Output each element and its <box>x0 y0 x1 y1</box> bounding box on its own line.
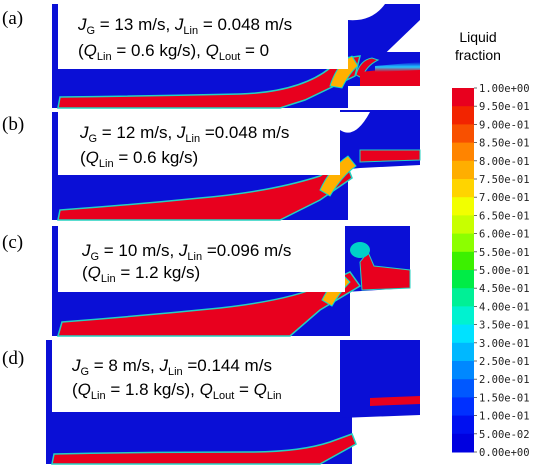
colorbar-tick-label: 6.50e-01 <box>479 210 530 222</box>
colorbar-swatch <box>452 215 474 235</box>
colorbar-tick-label: 7.50e-01 <box>479 174 530 186</box>
panel-label-d: (d) <box>2 348 24 369</box>
panel-c: (c) JG = 10 m/s, JLin =0.096 m/s (QLin =… <box>2 226 411 337</box>
panel-a-line2: (QLin = 0.6 kg/s), QLout = 0 <box>78 41 269 63</box>
colorbar-swatch <box>452 106 474 125</box>
colorbar-ticks: 1.00e+00 9.50e-01 9.00e-01 8.50e-01 8.00e-01… <box>474 83 530 459</box>
panel-d-line1: JG = 8 m/s, JLin =0.144 m/s <box>71 356 272 378</box>
colorbar-swatch <box>452 288 474 307</box>
panel-b: (b) JG = 12 m/s, JLin =0.048 m/s (QLin =… <box>2 110 421 221</box>
colorbar-tick-label: 1.50e-01 <box>479 392 530 404</box>
colorbar-tick-label: 5.50e-01 <box>479 247 530 259</box>
colorbar-swatch <box>452 361 474 380</box>
colorbar-swatch <box>452 397 474 417</box>
colorbar-swatch <box>452 142 474 162</box>
colorbar-tick-label: 2.00e-01 <box>479 374 530 386</box>
colorbar-swatch <box>452 251 474 271</box>
colorbar-swatches <box>452 88 474 453</box>
colorbar-tick-label: 1.00e-01 <box>479 411 530 423</box>
colorbar-swatch <box>452 433 474 453</box>
colorbar-swatch <box>452 160 474 180</box>
colorbar-swatch <box>452 88 474 107</box>
cfd-contour-b <box>52 110 421 221</box>
colorbar-swatch <box>452 415 474 435</box>
colorbar-tick-label: 2.50e-01 <box>479 356 530 368</box>
colorbar-tick-label: 5.00e-02 <box>479 429 530 441</box>
colorbar-swatch <box>452 270 474 289</box>
cfd-contour-d <box>46 340 420 465</box>
panel-label-c: (c) <box>2 232 23 253</box>
colorbar-swatch <box>452 306 474 326</box>
panel-label-b: (b) <box>2 114 24 135</box>
colorbar-tick-label: 3.50e-01 <box>479 320 530 332</box>
colorbar-title-line1: Liquid <box>459 29 496 45</box>
colorbar-tick-label: 9.00e-01 <box>479 119 530 131</box>
colorbar-title-line2: fraction <box>455 47 501 63</box>
colorbar-swatch <box>452 124 474 144</box>
colorbar-tick-label: 5.00e-01 <box>479 265 530 277</box>
colorbar-tick-label: 8.00e-01 <box>479 156 530 168</box>
panel-c-line2: (QLin = 1.2 kg/s) <box>82 263 200 285</box>
colorbar-swatch <box>452 379 474 398</box>
colorbar-tick-label: 8.50e-01 <box>479 138 530 150</box>
colorbar-tick-label: 0.00e+00 <box>479 447 530 459</box>
panel-b-line2: (QLin = 0.6 kg/s) <box>80 148 198 170</box>
cfd-contour-a <box>52 4 420 109</box>
colorbar-swatch <box>452 233 474 253</box>
colorbar-swatch <box>452 324 474 344</box>
colorbar-tick-label: 1.00e+00 <box>479 83 530 95</box>
panel-a-line1: JG = 13 m/s, JLin = 0.048 m/s <box>77 15 292 37</box>
panel-b-line1: JG = 12 m/s, JLin =0.048 m/s <box>79 123 289 145</box>
colorbar-swatch <box>452 179 474 198</box>
colorbar-swatch <box>452 342 474 362</box>
panel-d-line2: (QLin = 1.8 kg/s), QLout = QLin <box>72 380 282 402</box>
colorbar: Liquid fraction 1.00e+00 9.50e-01 9.00e-01… <box>452 29 530 459</box>
panel-d: (d) JG = 8 m/s, JLin =0.144 m/s (QLin = … <box>2 340 420 465</box>
panel-label-a: (a) <box>2 8 23 29</box>
colorbar-swatch <box>452 197 474 216</box>
colorbar-tick-label: 9.50e-01 <box>479 101 530 113</box>
colorbar-tick-label: 7.00e-01 <box>479 192 530 204</box>
colorbar-tick-label: 4.00e-01 <box>479 301 530 313</box>
colorbar-tick-label: 4.50e-01 <box>479 283 530 295</box>
panel-a: (a) JG = 13 m/s, JLin = 0.048 m/s (QLin … <box>2 4 420 109</box>
cfd-contour-c <box>52 226 411 337</box>
colorbar-tick-label: 6.00e-01 <box>479 229 530 241</box>
panel-c-line1: JG = 10 m/s, JLin =0.096 m/s <box>81 241 291 263</box>
colorbar-tick-label: 3.00e-01 <box>479 338 530 350</box>
